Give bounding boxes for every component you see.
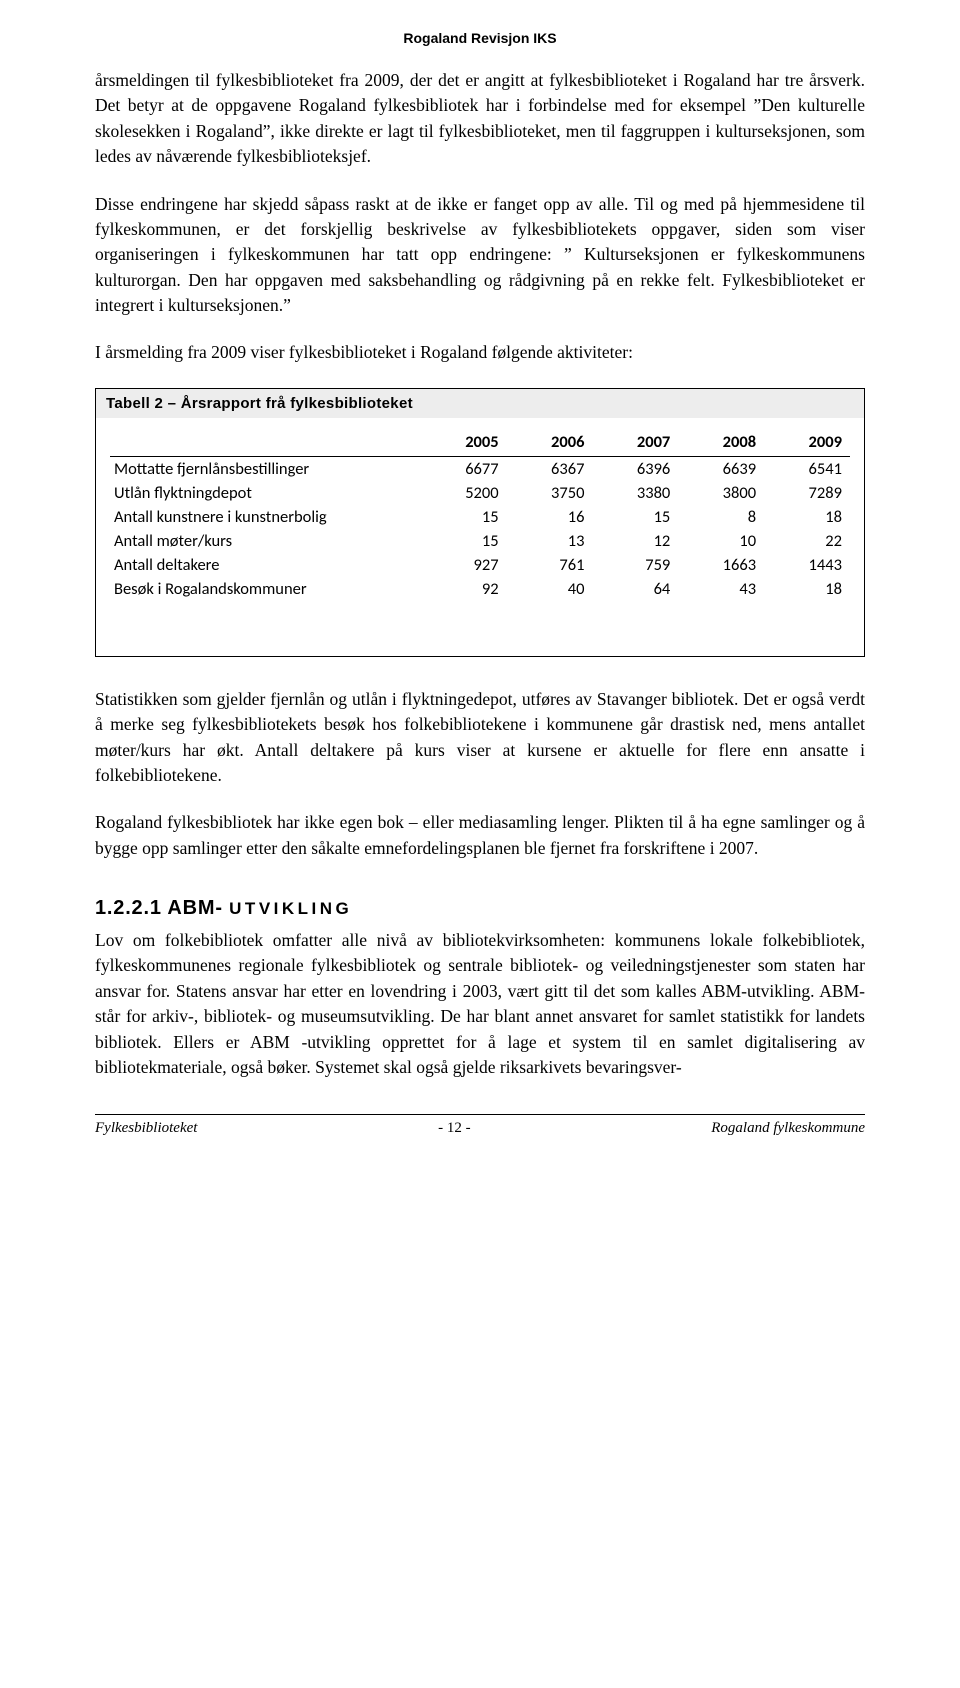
footer-left: Fylkesbiblioteket — [95, 1120, 197, 1137]
table-header-row: 2005 2006 2007 2008 2009 — [110, 428, 850, 457]
cell: 12 — [592, 529, 678, 553]
table-row: Besøk i Rogalandskommuner 92 40 64 43 18 — [110, 577, 850, 601]
col-header-blank — [110, 428, 421, 457]
cell: 15 — [421, 505, 507, 529]
cell: 1663 — [678, 553, 764, 577]
col-header-2008: 2008 — [678, 428, 764, 457]
cell: 13 — [507, 529, 593, 553]
cell: 1443 — [764, 553, 850, 577]
section-number: 1.2.2.1 ABM- — [95, 897, 223, 919]
footer-page-number: - 12 - — [438, 1120, 471, 1137]
cell: 40 — [507, 577, 593, 601]
cell: 3750 — [507, 481, 593, 505]
cell: Antall kunstnere i kunstnerbolig — [110, 505, 421, 529]
footer-right: Rogaland fylkeskommune — [711, 1120, 865, 1137]
section-title: UTVIKLING — [229, 899, 352, 918]
cell: 6541 — [764, 456, 850, 481]
col-header-2009: 2009 — [764, 428, 850, 457]
header-org: Rogaland Revisjon IKS — [403, 30, 556, 46]
table-row: Utlån flyktningdepot 5200 3750 3380 3800… — [110, 481, 850, 505]
paragraph-1: årsmeldingen til fylkesbiblioteket fra 2… — [95, 68, 865, 170]
annual-report-table: 2005 2006 2007 2008 2009 Mottatte fjernl… — [110, 428, 850, 601]
table-caption: Tabell 2 – Årsrapport frå fylkesbibliote… — [95, 388, 865, 418]
cell: 64 — [592, 577, 678, 601]
col-header-2006: 2006 — [507, 428, 593, 457]
cell: 92 — [421, 577, 507, 601]
cell: 16 — [507, 505, 593, 529]
cell: 759 — [592, 553, 678, 577]
cell: Antall møter/kurs — [110, 529, 421, 553]
cell: 15 — [592, 505, 678, 529]
table-row: Antall møter/kurs 15 13 12 10 22 — [110, 529, 850, 553]
paragraph-2: Disse endringene har skjedd såpass raskt… — [95, 192, 865, 319]
table-row: Antall deltakere 927 761 759 1663 1443 — [110, 553, 850, 577]
cell: Antall deltakere — [110, 553, 421, 577]
paragraph-3: I årsmelding fra 2009 viser fylkesbiblio… — [95, 340, 865, 365]
cell: 3800 — [678, 481, 764, 505]
cell: 6396 — [592, 456, 678, 481]
col-header-2005: 2005 — [421, 428, 507, 457]
cell: 18 — [764, 505, 850, 529]
paragraph-4: Statistikken som gjelder fjernlån og utl… — [95, 687, 865, 789]
cell: 7289 — [764, 481, 850, 505]
cell: 5200 — [421, 481, 507, 505]
page-header: Rogaland Revisjon IKS — [95, 30, 865, 46]
page-footer: Fylkesbiblioteket - 12 - Rogaland fylkes… — [95, 1114, 865, 1137]
table-container: 2005 2006 2007 2008 2009 Mottatte fjernl… — [95, 418, 865, 657]
cell: 927 — [421, 553, 507, 577]
cell: 761 — [507, 553, 593, 577]
cell: 18 — [764, 577, 850, 601]
section-heading: 1.2.2.1 ABM- UTVIKLING — [95, 897, 865, 920]
table-row: Antall kunstnere i kunstnerbolig 15 16 1… — [110, 505, 850, 529]
cell: 8 — [678, 505, 764, 529]
col-header-2007: 2007 — [592, 428, 678, 457]
table-row: Mottatte fjernlånsbestillinger 6677 6367… — [110, 456, 850, 481]
cell: Utlån flyktningdepot — [110, 481, 421, 505]
cell: Besøk i Rogalandskommuner — [110, 577, 421, 601]
cell: 6677 — [421, 456, 507, 481]
cell: 43 — [678, 577, 764, 601]
table-body: Mottatte fjernlånsbestillinger 6677 6367… — [110, 456, 850, 601]
cell: 3380 — [592, 481, 678, 505]
cell: 6367 — [507, 456, 593, 481]
cell: Mottatte fjernlånsbestillinger — [110, 456, 421, 481]
cell: 22 — [764, 529, 850, 553]
document-page: Rogaland Revisjon IKS årsmeldingen til f… — [0, 0, 960, 1162]
cell: 10 — [678, 529, 764, 553]
paragraph-5: Rogaland fylkesbibliotek har ikke egen b… — [95, 810, 865, 861]
cell: 6639 — [678, 456, 764, 481]
cell: 15 — [421, 529, 507, 553]
paragraph-6: Lov om folkebibliotek omfatter alle nivå… — [95, 928, 865, 1080]
